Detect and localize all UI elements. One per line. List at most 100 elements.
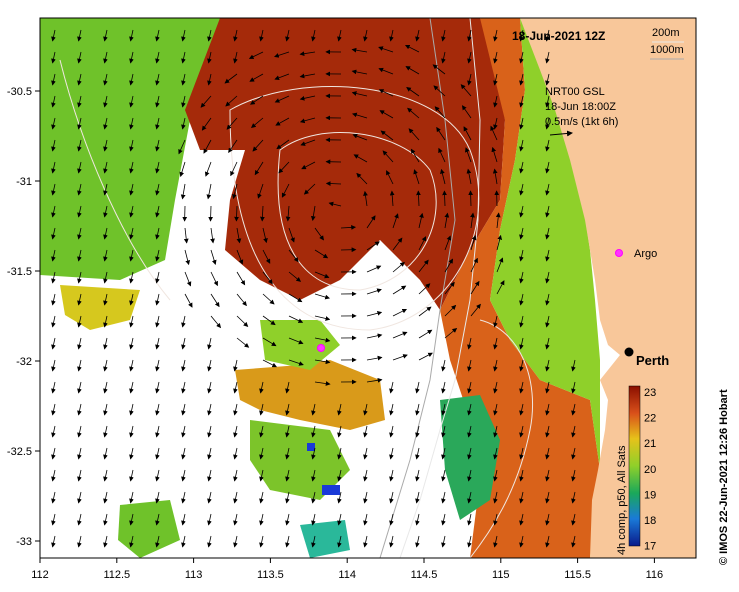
current-arrow <box>155 205 160 218</box>
current-arrow <box>51 513 56 526</box>
current-arrow <box>103 73 108 86</box>
current-arrow <box>363 29 368 42</box>
current-arrow <box>103 139 108 152</box>
current-arrow <box>363 190 368 207</box>
current-arrow <box>314 315 331 321</box>
current-arrow <box>51 227 56 240</box>
current-arrow <box>389 381 394 394</box>
longitude-axis: 112 112.5 113 113.5 114 114.5 115 115.5 116 <box>31 558 663 581</box>
colorbar-tick-label: 23 <box>644 387 656 399</box>
current-arrow <box>274 51 290 58</box>
current-arrow <box>155 469 160 482</box>
current-arrow <box>103 51 108 64</box>
current-arrow <box>444 235 452 251</box>
argo-marker[interactable] <box>615 249 623 257</box>
current-arrow <box>493 337 498 350</box>
current-arrow <box>208 205 214 222</box>
current-arrow <box>103 359 108 372</box>
current-arrow <box>363 403 368 416</box>
current-arrow <box>129 513 134 526</box>
current-arrow <box>467 403 472 416</box>
current-arrow <box>470 212 475 229</box>
current-arrow <box>285 403 290 416</box>
current-arrow <box>519 51 524 64</box>
current-arrow <box>252 139 264 152</box>
current-arrow <box>254 161 264 176</box>
current-arrow <box>418 236 427 251</box>
current-arrow <box>363 447 368 460</box>
current-arrow <box>278 161 290 174</box>
current-arrow <box>259 29 264 42</box>
current-arrow <box>288 249 299 263</box>
current-arrow <box>356 172 368 185</box>
current-arrow <box>262 337 277 347</box>
current-arrow <box>236 227 242 244</box>
perth-label: Perth <box>636 353 669 368</box>
current-arrow <box>314 337 331 343</box>
current-arrow <box>300 139 316 146</box>
argo-marker-offshore[interactable] <box>317 344 325 352</box>
sst-teal-patch <box>300 520 350 558</box>
current-arrow <box>288 315 304 323</box>
current-arrow <box>181 447 186 460</box>
current-arrow <box>155 29 160 42</box>
current-arrow <box>366 215 376 229</box>
current-arrow <box>51 491 56 504</box>
current-arrow <box>493 513 498 526</box>
current-arrow <box>467 447 472 460</box>
current-arrow <box>460 84 472 97</box>
current-arrow <box>181 315 186 328</box>
current-arrow <box>470 257 478 273</box>
current-arrow <box>77 139 82 152</box>
current-arrow <box>441 513 446 526</box>
current-arrow <box>389 469 394 482</box>
current-arrow <box>545 117 550 130</box>
current-arrow <box>410 148 420 163</box>
current-arrow <box>129 337 134 350</box>
current-arrow <box>441 425 446 438</box>
current-arrow <box>51 139 56 152</box>
current-arrow <box>51 271 56 284</box>
colorbar-tick-label: 18 <box>644 515 656 527</box>
current-arrow <box>545 425 550 438</box>
current-arrow <box>207 359 212 372</box>
perth-marker[interactable] <box>624 347 634 357</box>
current-arrow <box>285 469 290 482</box>
current-arrow <box>155 117 160 130</box>
current-arrow <box>259 447 264 460</box>
current-arrow <box>281 183 290 198</box>
current-arrow <box>77 227 82 240</box>
colorbar <box>628 385 641 547</box>
current-arrow <box>311 491 316 504</box>
current-arrow <box>441 29 446 42</box>
current-arrow <box>378 67 394 75</box>
current-arrow <box>77 29 82 42</box>
lon-tick-label: 112.5 <box>103 569 130 581</box>
current-arrow <box>51 447 56 460</box>
current-arrow <box>207 513 212 526</box>
current-arrow <box>467 29 472 42</box>
current-arrow <box>519 249 524 262</box>
current-arrow <box>155 403 160 416</box>
current-arrow <box>310 205 316 221</box>
current-arrow <box>366 333 383 339</box>
current-arrow <box>337 469 342 482</box>
current-arrow <box>545 315 550 328</box>
current-arrow <box>183 227 189 244</box>
current-arrow <box>233 491 238 504</box>
current-arrow <box>467 337 472 350</box>
current-arrow <box>442 190 447 207</box>
current-arrow <box>129 95 134 108</box>
current-arrow <box>467 469 472 482</box>
lat-tick-label: -30.5 <box>7 86 32 98</box>
current-arrow <box>155 315 160 328</box>
current-arrow <box>444 304 457 317</box>
current-arrow <box>519 315 524 328</box>
current-arrow <box>389 425 394 438</box>
current-arrow <box>491 146 498 163</box>
current-arrow <box>274 73 290 81</box>
current-arrow <box>207 51 212 64</box>
current-arrow <box>545 51 550 64</box>
current-arrow <box>382 150 394 163</box>
current-arrow <box>129 271 134 284</box>
